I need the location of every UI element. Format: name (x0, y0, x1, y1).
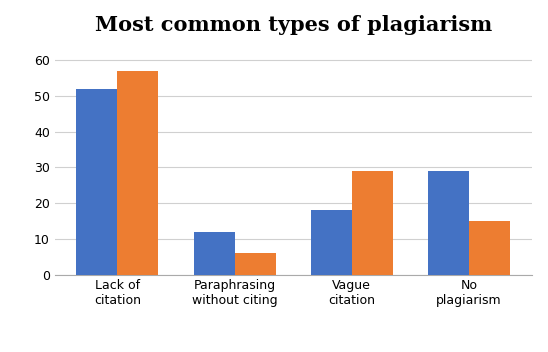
Bar (193, 232, 235, 275)
Bar (77, 89, 117, 275)
Bar (428, 171, 469, 275)
Title: Most common types of plagiarism: Most common types of plagiarism (95, 15, 492, 35)
Bar (311, 210, 352, 275)
Bar (235, 253, 276, 275)
Bar (117, 71, 158, 275)
Bar (469, 221, 510, 275)
Bar (352, 171, 393, 275)
